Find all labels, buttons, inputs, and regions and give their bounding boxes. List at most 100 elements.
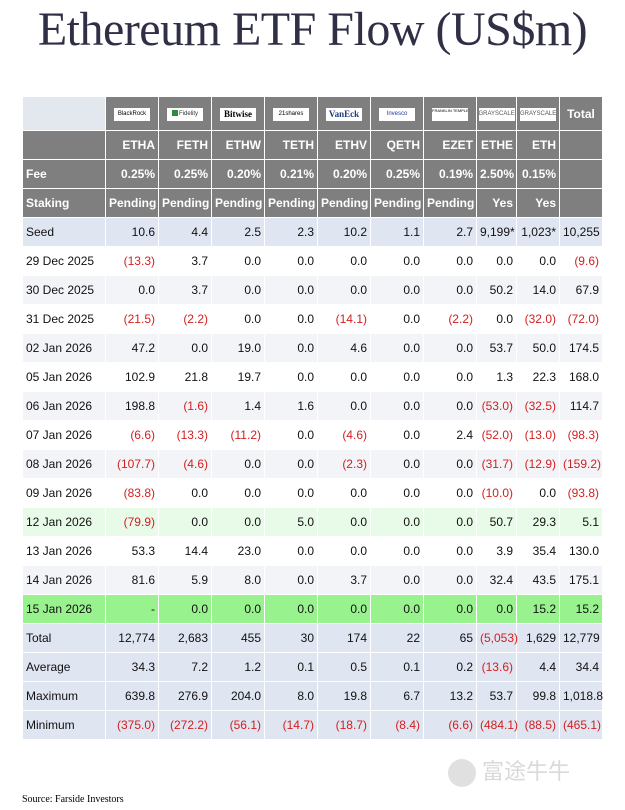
staking-cell: Yes: [516, 188, 560, 218]
fee-cell: 2.50%: [476, 159, 517, 189]
flow-value: 47.2: [105, 333, 159, 363]
flow-value: 0.0: [476, 246, 517, 276]
flow-value: 34.4: [559, 652, 603, 682]
flow-value: 65: [423, 623, 477, 653]
flow-value: 23.0: [211, 536, 265, 566]
staking-cell: Pending: [317, 188, 371, 218]
table-row: 29 Dec 2025 (13.3) 3.7 0.0 0.0 0.0 0.0 0.0 0.0 0.…: [22, 246, 603, 276]
flow-value: 8.0: [211, 565, 265, 595]
flow-value: 2.5: [211, 217, 265, 247]
ticker-row: ETHA FETH ETHW TETH ETHV QETH EZET ETHE ETH: [22, 130, 603, 160]
issuer-logo: FRANKLIN TEMPLETON: [432, 107, 468, 121]
flow-value: 0.5: [317, 652, 371, 682]
flow-value: 0.0: [476, 304, 517, 334]
flow-value: (72.0): [559, 304, 603, 334]
watermark-text: 富途牛牛: [482, 759, 571, 784]
flow-value: (32.0): [516, 304, 560, 334]
ticker-cell: QETH: [370, 130, 424, 160]
table-row: 14 Jan 2026 81.6 5.9 8.0 0.0 3.7 0.0 0.0 32.4 43.…: [22, 565, 603, 595]
table-row: 13 Jan 2026 53.3 14.4 23.0 0.0 0.0 0.0 0.0 3.9 35…: [22, 536, 603, 566]
flow-value: 10.2: [317, 217, 371, 247]
flow-value: 0.0: [264, 449, 318, 479]
ticker-row-label: [22, 130, 106, 160]
flow-value: 0.0: [370, 536, 424, 566]
flow-value: (375.0): [105, 710, 159, 740]
flow-value: 455: [211, 623, 265, 653]
flow-value: 0.0: [516, 478, 560, 508]
row-label: 31 Dec 2025: [22, 304, 106, 334]
flow-value: (93.8): [559, 478, 603, 508]
flow-value: 0.0: [264, 478, 318, 508]
flow-value: 19.7: [211, 362, 265, 392]
flow-value: 35.4: [516, 536, 560, 566]
flow-value: 5.1: [559, 507, 603, 537]
staking-cell: Yes: [476, 188, 517, 218]
flow-value: 2.4: [423, 420, 477, 450]
issuer-logo: GRAYSCALE: [478, 107, 515, 121]
flow-value: (8.4): [370, 710, 424, 740]
flow-value: 0.0: [264, 565, 318, 595]
flow-value: (6.6): [105, 420, 159, 450]
flow-value: (56.1): [211, 710, 265, 740]
flow-value: 1,023*: [516, 217, 560, 247]
flow-value: 50.0: [516, 333, 560, 363]
staking-total-cell: [559, 188, 603, 218]
flow-value: 12,779: [559, 623, 603, 653]
flow-value: 99.8: [516, 681, 560, 711]
issuer-logo: Bitwise: [220, 107, 256, 121]
flow-value: 0.2: [423, 652, 477, 682]
flow-value: 0.0: [317, 246, 371, 276]
staking-row: Staking Pending Pending Pending Pending Pendi…: [22, 188, 603, 218]
flow-value: (32.5): [516, 391, 560, 421]
flow-value: 0.0: [423, 536, 477, 566]
flow-value: (98.3): [559, 420, 603, 450]
flow-value: 0.0: [211, 594, 265, 624]
staking-cell: Pending: [264, 188, 318, 218]
flow-value: (272.2): [158, 710, 212, 740]
row-label: Maximum: [22, 681, 106, 711]
flow-value: 0.0: [423, 594, 477, 624]
table-row: Average 34.3 7.2 1.2 0.1 0.5 0.1 0.2 (13.6) 4.4 34…: [22, 652, 603, 682]
ticker-cell: ETHV: [317, 130, 371, 160]
table-row: 09 Jan 2026 (83.8) 0.0 0.0 0.0 0.0 0.0 0.0 (10.0…: [22, 478, 603, 508]
issuer-logo: VanEck: [326, 107, 362, 121]
row-label: 02 Jan 2026: [22, 333, 106, 363]
flow-value: 0.0: [370, 333, 424, 363]
staking-cell: Pending: [158, 188, 212, 218]
flow-value: 0.0: [370, 275, 424, 305]
flow-value: 0.0: [264, 536, 318, 566]
row-label: 13 Jan 2026: [22, 536, 106, 566]
table-row: 06 Jan 2026 198.8 (1.6) 1.4 1.6 0.0 0.0 0.0 (53.…: [22, 391, 603, 421]
row-label: Average: [22, 652, 106, 682]
flow-value: 0.0: [317, 275, 371, 305]
flow-value: 1.3: [476, 362, 517, 392]
flow-value: 32.4: [476, 565, 517, 595]
staking-label: Staking: [22, 188, 106, 218]
flow-value: 204.0: [211, 681, 265, 711]
flow-value: (18.7): [317, 710, 371, 740]
flow-value: 639.8: [105, 681, 159, 711]
flow-value: (21.5): [105, 304, 159, 334]
flow-value: 9,199*: [476, 217, 517, 247]
flow-value: 8.0: [264, 681, 318, 711]
flow-value: 0.0: [370, 304, 424, 334]
issuer-logo: GRAYSCALE: [520, 107, 556, 121]
flow-value: 4.4: [516, 652, 560, 682]
flow-value: 1.1: [370, 217, 424, 247]
flow-value: 81.6: [105, 565, 159, 595]
flow-value: 3.9: [476, 536, 517, 566]
flow-value: 0.0: [211, 478, 265, 508]
flow-value: 0.0: [264, 246, 318, 276]
flow-value: 0.0: [264, 594, 318, 624]
flow-value: 0.0: [317, 478, 371, 508]
issuer-logo-cell: Fidelity: [158, 96, 212, 131]
flow-value: 0.0: [317, 507, 371, 537]
issuer-logo-cell: Bitwise: [211, 96, 265, 131]
flow-value: 0.0: [423, 449, 477, 479]
flow-value: 1.2: [211, 652, 265, 682]
flow-value: (4.6): [317, 420, 371, 450]
row-label: 08 Jan 2026: [22, 449, 106, 479]
flow-value: 0.0: [264, 304, 318, 334]
row-label: Total: [22, 623, 106, 653]
table-row: Maximum 639.8 276.9 204.0 8.0 19.8 6.7 13.2 53.7…: [22, 681, 603, 711]
